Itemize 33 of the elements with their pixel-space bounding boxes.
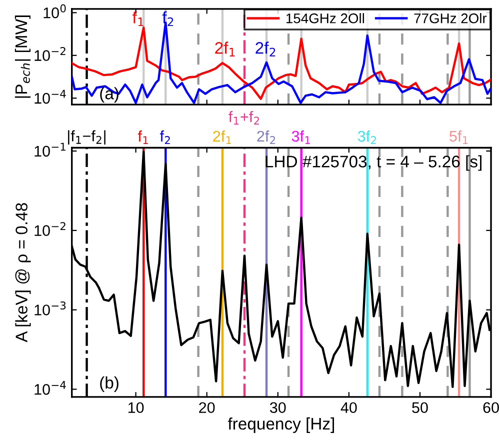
- annotation: 2f$_{1}$: [215, 42, 235, 56]
- ref-line-label: 3f$_{2}$: [358, 130, 376, 144]
- ref-line-label: f$_{2}$: [160, 130, 170, 144]
- ref-line-label: 3f$_{1}$: [292, 130, 310, 144]
- y-tick-label: 10$^{−2}$: [34, 47, 66, 61]
- x-tick-label: 20: [199, 402, 215, 414]
- ref-line-label: |f$_{1}$−f$_{2}$|: [68, 130, 106, 145]
- ref-line-label: f$_{1}$: [138, 130, 148, 144]
- annotation: f$_{1}$: [132, 11, 144, 26]
- y-tick-label: 10$^{−2}$: [34, 222, 66, 236]
- ref-line-label: 5f$_{1}$: [450, 130, 468, 144]
- legend-label: 77GHz 2Olr: [414, 13, 487, 24]
- annotation: (a): [100, 87, 118, 103]
- y-axis-title: A [keV] @ ρ = 0.48: [15, 203, 31, 342]
- ref-line-label: f$_{1}$+f$_{2}$: [228, 110, 260, 125]
- legend-label: 154GHz 2Oll: [286, 13, 364, 24]
- ref-line-label: 2f$_{1}$: [213, 130, 232, 144]
- y-tick-label: 10$^{0}$: [44, 4, 66, 18]
- annotation: (b): [100, 376, 118, 392]
- y-tick-label: 10$^{−4}$: [34, 381, 66, 395]
- y-tick-label: 10$^{−3}$: [34, 301, 66, 316]
- x-axis-title: frequency [Hz]: [228, 417, 334, 433]
- y-axis-title: |P$_{ech}$| [MW]: [14, 16, 31, 98]
- x-tick-label: 10: [128, 402, 144, 414]
- ref-line-label: 2f$_{2}$: [257, 130, 276, 144]
- x-tick-label: 50: [412, 402, 428, 414]
- annotation: f$_{2}$: [162, 11, 174, 26]
- annotation: 2f$_{2}$: [256, 42, 276, 56]
- x-tick-label: 40: [340, 402, 357, 414]
- y-tick-label: 10$^{−4}$: [34, 90, 66, 104]
- y-tick-label: 10$^{−1}$: [34, 142, 66, 157]
- x-tick-label: 60: [483, 402, 499, 414]
- x-tick-label: 30: [270, 402, 286, 414]
